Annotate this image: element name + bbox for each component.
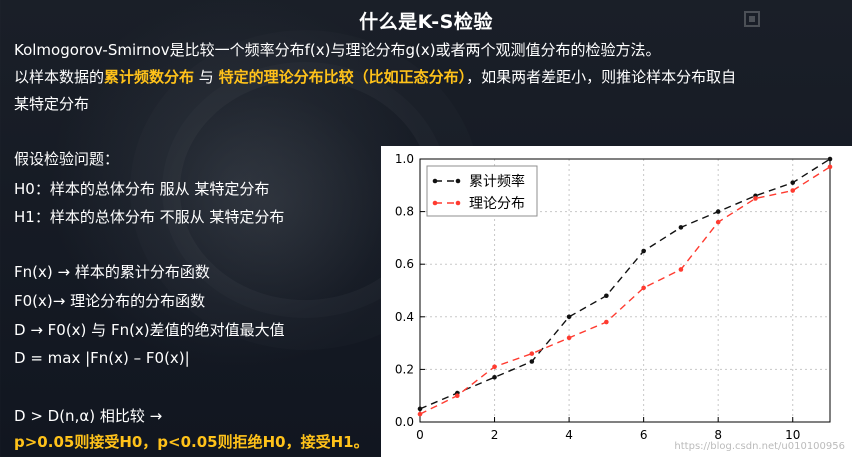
series-0-point-2 [492, 374, 497, 380]
series-0-point-5 [604, 293, 609, 299]
logo-icon [744, 11, 760, 27]
series-1-point-7 [678, 267, 684, 272]
intro-highlight-2: 特定的理论分布比较（比如正态分布） [218, 68, 467, 86]
series-0-point-11 [827, 156, 833, 162]
hypothesis-heading: 假设检验问题： [14, 150, 120, 168]
series-0-point-7 [678, 225, 684, 230]
brand-logo [744, 8, 844, 30]
y-tick-label-4: 0.8 [395, 205, 414, 219]
series-0-point-4 [566, 314, 572, 320]
x-tick-label-4: 8 [714, 428, 722, 442]
legend-marker-start-0 [432, 178, 438, 184]
definition-d-formula: D = max |Fn(x) – F0(x)| [14, 349, 190, 367]
legend-box [426, 165, 538, 217]
y-tick-label-1: 0.2 [395, 362, 414, 376]
series-line-1 [419, 166, 831, 415]
decision-compare: D > D(n,α) 相比较 → [14, 407, 163, 425]
y-tick-label-0: 0.0 [395, 415, 414, 429]
intro-line-3: 某特定分布 [14, 95, 90, 113]
series-1-point-1 [454, 393, 460, 398]
hypothesis-h1: H1：样本的总体分布 不服从 某特定分布 [14, 208, 285, 226]
series-1-point-9 [753, 196, 758, 201]
definition-fn: Fn(x) → 样本的累计分布函数 [14, 263, 210, 281]
intro-line-2-suffix: ，如果两者差距小，则推论样本分布取自 [466, 68, 737, 86]
series-1-point-2 [492, 364, 497, 370]
plot-frame [419, 158, 831, 423]
intro-line-2: 以样本数据的累计频数分布 与 特定的理论分布比较（比如正态分布），如果两者差距小… [14, 67, 736, 87]
ks-chart: 0 2 4 6 8 10 0.0 0.2 0.4 0.6 0.8 1.0 累计频率理论分布 [381, 146, 852, 457]
intro-line-1: Kolmogorov-Smirnov是比较一个频率分布f(x)与理论分布g(x)… [14, 41, 661, 59]
series-line-0 [419, 158, 831, 410]
series-1-point-6 [641, 285, 646, 291]
x-tick-label-1: 2 [491, 428, 499, 442]
definition-d: D → F0(x) 与 Fn(x)差值的绝对值最大值 [14, 321, 285, 339]
x-tick-label-2: 4 [565, 428, 573, 442]
series-1-point-3 [529, 351, 535, 356]
series-1-point-10 [790, 188, 796, 193]
series-0-point-6 [641, 248, 646, 254]
x-tick-label-3: 6 [640, 428, 648, 442]
legend-label-1: 理论分布 [469, 196, 525, 212]
intro-line-2-mid: 与 [194, 68, 219, 86]
page-title: 什么是K-S检验 [359, 11, 493, 33]
definition-f0: F0(x)→ 理论分布的分布函数 [14, 292, 206, 310]
intro-line-2-prefix: 以样本数据的 [14, 68, 105, 86]
series-0-point-8 [715, 209, 721, 214]
y-tick-label-3: 0.6 [395, 257, 414, 271]
series-0-point-3 [529, 359, 535, 364]
legend-marker-end-0 [455, 178, 461, 184]
decision-rule: p>0.05则接受H0，p<0.05则拒绝H0，接受H1。 [14, 433, 369, 451]
series-1-point-11 [827, 164, 833, 170]
y-tick-label-2: 0.4 [395, 310, 414, 324]
series-1-point-0 [417, 411, 423, 417]
x-tick-label-5: 10 [785, 428, 800, 442]
series-1-point-5 [604, 319, 609, 325]
x-tick-label-0: 0 [416, 428, 424, 442]
y-tick-label-5: 1.0 [395, 152, 414, 166]
legend-label-0: 累计频率 [469, 173, 525, 190]
series-0-point-0 [417, 406, 423, 412]
intro-highlight-1: 累计频数分布 [104, 68, 195, 86]
legend-marker-end-1 [455, 200, 461, 206]
legend-marker-start-1 [432, 200, 438, 206]
series-1-point-4 [566, 335, 572, 341]
hypothesis-h0: H0：样本的总体分布 服从 某特定分布 [14, 180, 270, 198]
source-watermark: https://blog.csdn.net/u010100956 [674, 441, 845, 452]
series-0-point-10 [790, 180, 796, 185]
series-1-point-8 [715, 219, 721, 225]
